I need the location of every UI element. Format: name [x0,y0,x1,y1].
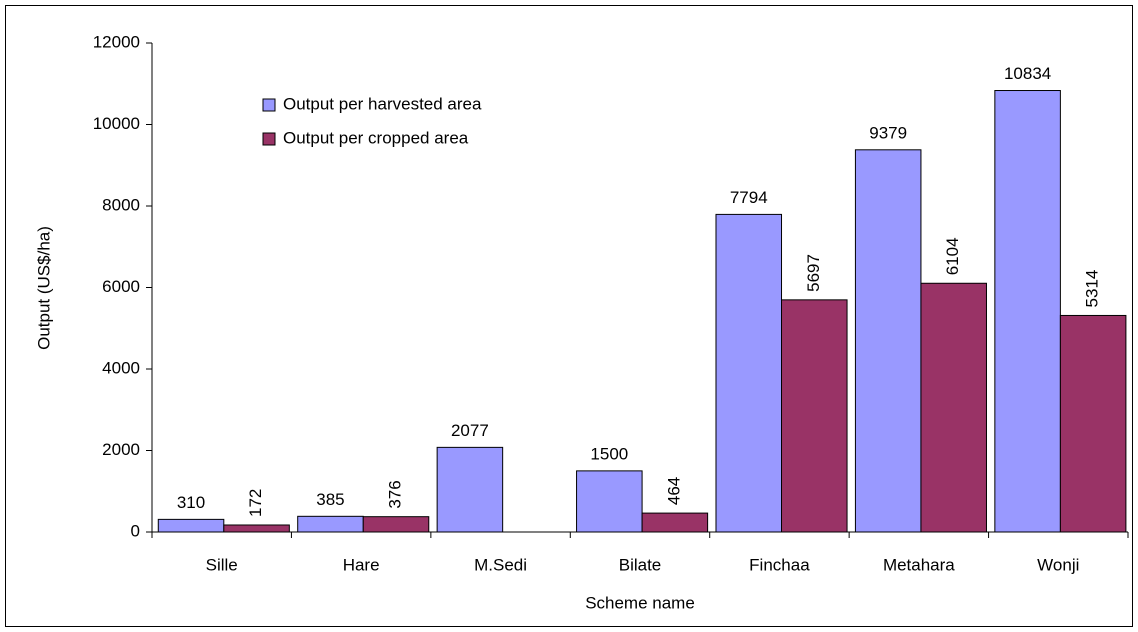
bar [1059,314,1127,533]
y-tick-label: 8000 [102,195,140,214]
bar [994,90,1061,533]
y-tick-label: 10000 [93,114,140,133]
data-label: 5314 [1083,270,1102,308]
legend-label: Output per cropped area [283,128,469,147]
x-tick-label: Wonji [1037,555,1079,574]
bar [436,446,504,533]
y-tick-label: 4000 [102,358,140,377]
x-tick-label: Bilate [619,555,662,574]
bar [223,524,290,533]
bar [715,213,783,533]
data-label: 464 [664,477,683,505]
y-tick-label: 12000 [93,32,140,51]
legend-swatch [262,132,276,146]
x-axis-title: Scheme name [585,593,695,612]
y-tick-label: 0 [131,521,140,540]
x-tick-label: Metahara [883,555,955,574]
data-label: 6104 [943,237,962,275]
data-label: 9379 [869,123,907,142]
data-label: 2077 [451,421,489,440]
legend-swatch [262,98,276,112]
x-tick-label: Sille [206,555,238,574]
x-tick-label: M.Sedi [474,555,527,574]
data-label: 7794 [730,188,768,207]
bar [920,282,987,533]
bar [362,516,430,533]
data-label: 310 [177,493,205,512]
data-label: 385 [316,490,344,509]
bar [854,149,922,533]
data-label: 1500 [590,444,628,463]
bar [781,299,848,533]
data-label: 172 [246,489,265,517]
x-tick-label: Finchaa [749,555,810,574]
bar [157,518,225,533]
data-label: 376 [385,480,404,508]
y-tick-label: 2000 [102,440,140,459]
x-tick-label: Hare [343,555,380,574]
bar [576,470,643,533]
bar [641,512,709,533]
y-axis-title: Output (US$/ha) [34,226,53,350]
y-tick-label: 6000 [102,277,140,296]
data-label: 5697 [804,254,823,292]
bar [297,515,364,533]
data-label: 10834 [1004,64,1051,83]
legend-label: Output per harvested area [283,94,482,113]
